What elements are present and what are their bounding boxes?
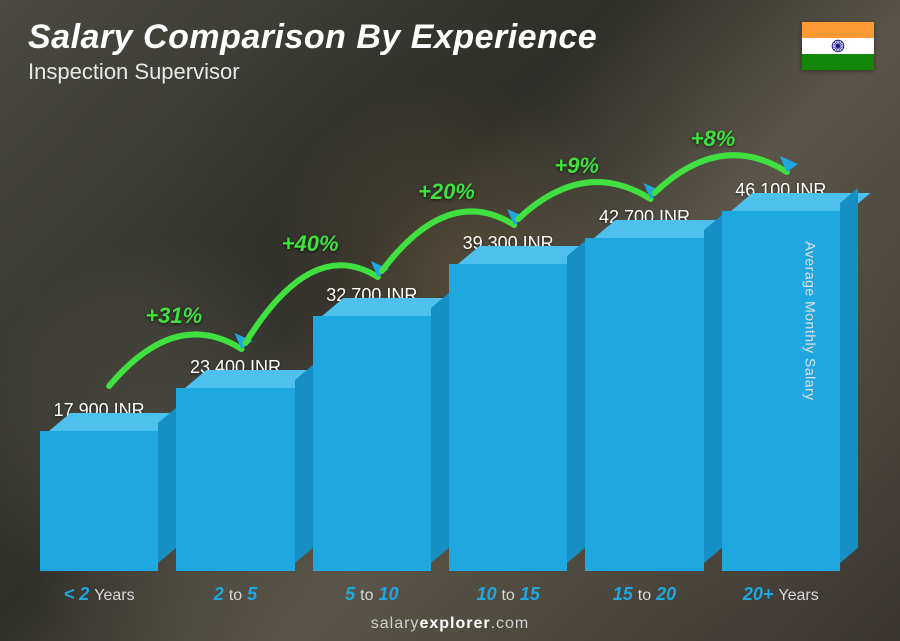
watermark-suffix: explorer: [419, 615, 490, 632]
growth-percent-badge: +9%: [554, 153, 599, 179]
watermark-tld: .com: [491, 615, 530, 632]
growth-percent-badge: +31%: [145, 303, 202, 329]
growth-percent-badge: +40%: [282, 231, 339, 257]
x-axis-label: 5 to 10: [313, 584, 431, 605]
bar-front: [313, 316, 431, 571]
flag-stripe-green: [802, 54, 874, 70]
bar-side-face: [567, 241, 585, 563]
x-axis-label: 15 to 20: [585, 584, 703, 605]
bar-front: [722, 211, 840, 571]
bar-side-face: [158, 408, 176, 563]
bar-front: [585, 238, 703, 571]
country-flag-india: [802, 22, 874, 70]
x-axis-label: 10 to 15: [449, 584, 567, 605]
bar-group: 32,700 INR: [313, 285, 431, 571]
header: Salary Comparison By Experience Inspecti…: [28, 18, 597, 85]
watermark: salaryexplorer.com: [0, 615, 900, 633]
flag-chakra: [802, 38, 874, 54]
bar-group: 39,300 INR: [449, 233, 567, 571]
bar-side-face: [431, 293, 449, 563]
bar-group: 17,900 INR: [40, 400, 158, 571]
bar-group: 46,100 INR: [722, 180, 840, 571]
x-axis-label: 2 to 5: [176, 584, 294, 605]
x-axis-labels: < 2 Years 2 to 5 5 to 10 10 to 15 15 to 20 20…: [40, 584, 840, 605]
bar-side-face: [840, 188, 858, 563]
x-axis-label: < 2 Years: [40, 584, 158, 605]
growth-percent-badge: +8%: [691, 126, 736, 152]
bar: [176, 388, 294, 571]
y-axis-label: Average Monthly Salary: [802, 241, 818, 400]
bar-front: [40, 431, 158, 571]
bar-side-face: [295, 365, 313, 563]
bar-side-face: [704, 215, 722, 563]
bar-group: 42,700 INR: [585, 207, 703, 571]
bar: [40, 431, 158, 571]
growth-percent-badge: +20%: [418, 179, 475, 205]
watermark-prefix: salary: [371, 615, 420, 632]
bar: [722, 211, 840, 571]
bar-front: [449, 264, 567, 571]
flag-stripe-saffron: [802, 22, 874, 38]
bar: [449, 264, 567, 571]
bar-group: 23,400 INR: [176, 357, 294, 571]
bar: [585, 238, 703, 571]
bar: [313, 316, 431, 571]
page-title: Salary Comparison By Experience: [28, 18, 597, 57]
bar-front: [176, 388, 294, 571]
x-axis-label: 20+ Years: [722, 584, 840, 605]
page-subtitle: Inspection Supervisor: [28, 59, 597, 85]
